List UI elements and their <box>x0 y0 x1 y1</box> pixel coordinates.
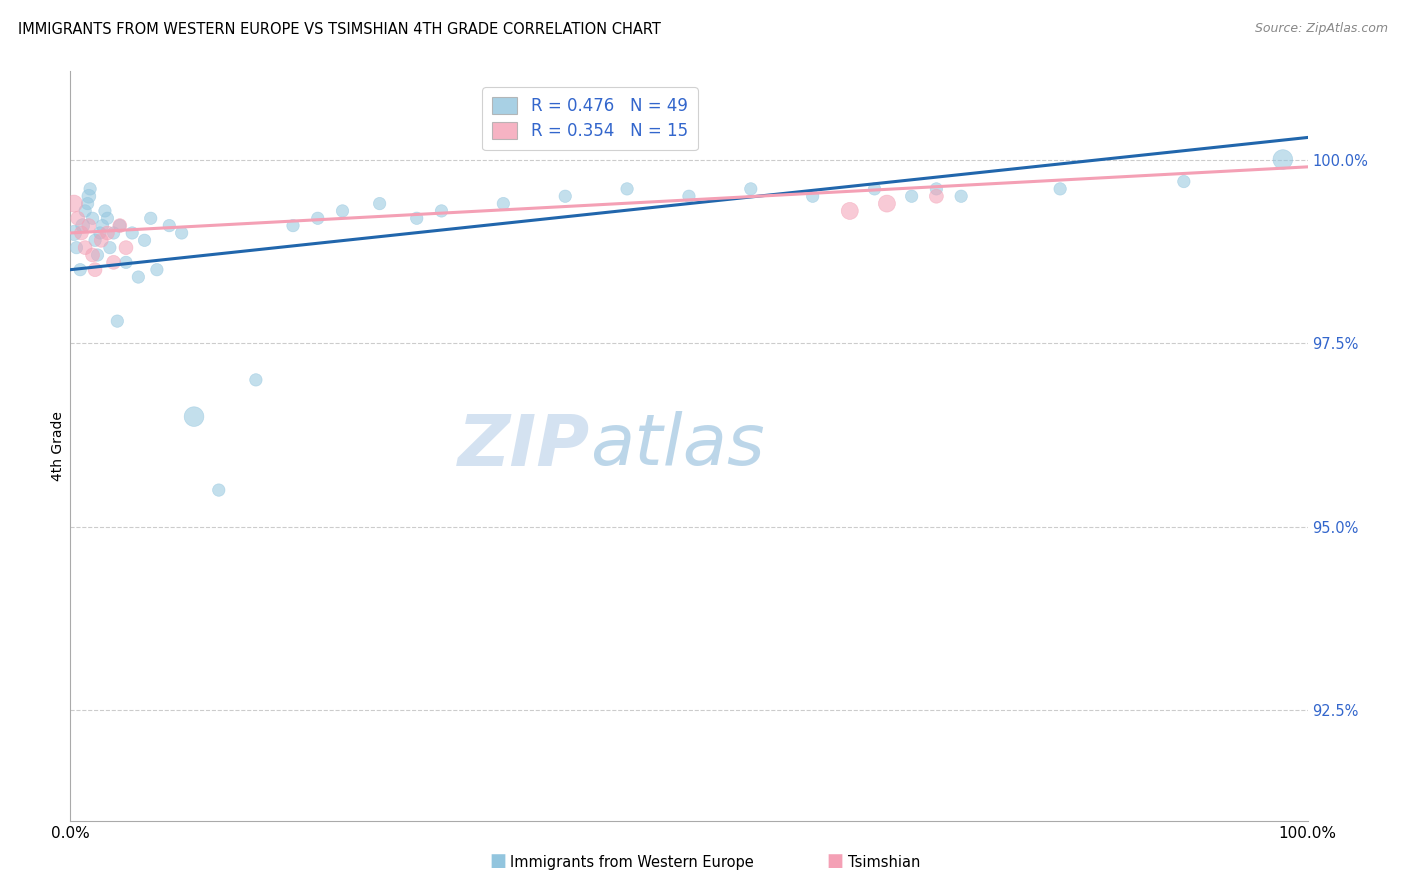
Point <box>63 196 86 211</box>
Point <box>1271 153 1294 167</box>
Point <box>146 262 169 277</box>
Point <box>79 182 101 196</box>
Point <box>208 483 231 497</box>
Point <box>103 226 125 240</box>
Point <box>69 262 91 277</box>
Text: Source: ZipAtlas.com: Source: ZipAtlas.com <box>1254 22 1388 36</box>
Text: ZIP: ZIP <box>458 411 591 481</box>
Point <box>183 409 205 424</box>
Point <box>950 189 973 203</box>
Point <box>134 233 156 247</box>
Point <box>98 241 121 255</box>
Text: Tsimshian: Tsimshian <box>848 855 920 870</box>
Text: atlas: atlas <box>591 411 765 481</box>
Point <box>82 211 104 226</box>
Point <box>96 226 118 240</box>
Point <box>105 314 128 328</box>
Point <box>170 226 193 240</box>
Point <box>838 203 860 218</box>
Point <box>76 196 98 211</box>
Point <box>70 226 93 240</box>
Point <box>801 189 824 203</box>
Point <box>108 219 131 233</box>
Point <box>89 226 111 240</box>
Point <box>900 189 922 203</box>
Point <box>96 211 118 226</box>
Point <box>368 196 391 211</box>
Point <box>157 219 180 233</box>
Text: IMMIGRANTS FROM WESTERN EUROPE VS TSIMSHIAN 4TH GRADE CORRELATION CHART: IMMIGRANTS FROM WESTERN EUROPE VS TSIMSH… <box>18 22 661 37</box>
Point <box>876 196 898 211</box>
Point <box>115 255 138 269</box>
Point <box>84 233 107 247</box>
Point <box>121 226 143 240</box>
Y-axis label: 4th Grade: 4th Grade <box>51 411 65 481</box>
Point <box>740 182 762 196</box>
Point <box>108 219 131 233</box>
Point <box>63 226 86 240</box>
Point <box>245 373 267 387</box>
Point <box>77 189 100 203</box>
Text: ■: ■ <box>827 852 844 870</box>
Point <box>430 203 453 218</box>
Point <box>84 262 107 277</box>
Point <box>94 203 117 218</box>
Point <box>554 189 576 203</box>
Point <box>90 233 112 247</box>
Point <box>66 211 89 226</box>
Point <box>863 182 886 196</box>
Point <box>72 219 94 233</box>
Point <box>616 182 638 196</box>
Legend: R = 0.476   N = 49, R = 0.354   N = 15: R = 0.476 N = 49, R = 0.354 N = 15 <box>482 87 697 150</box>
Point <box>86 248 108 262</box>
Point <box>405 211 427 226</box>
Point <box>103 255 125 269</box>
Point <box>332 203 354 218</box>
Point <box>492 196 515 211</box>
Point <box>82 248 104 262</box>
Point <box>75 203 97 218</box>
Point <box>1049 182 1071 196</box>
Point <box>77 219 100 233</box>
Point <box>925 182 948 196</box>
Point <box>925 189 948 203</box>
Point <box>65 241 87 255</box>
Point <box>281 219 304 233</box>
Text: Immigrants from Western Europe: Immigrants from Western Europe <box>510 855 754 870</box>
Point <box>75 241 97 255</box>
Text: ■: ■ <box>489 852 506 870</box>
Point <box>115 241 138 255</box>
Point <box>91 219 114 233</box>
Point <box>678 189 700 203</box>
Point <box>307 211 329 226</box>
Point <box>1173 175 1195 189</box>
Point <box>127 270 149 285</box>
Point <box>139 211 162 226</box>
